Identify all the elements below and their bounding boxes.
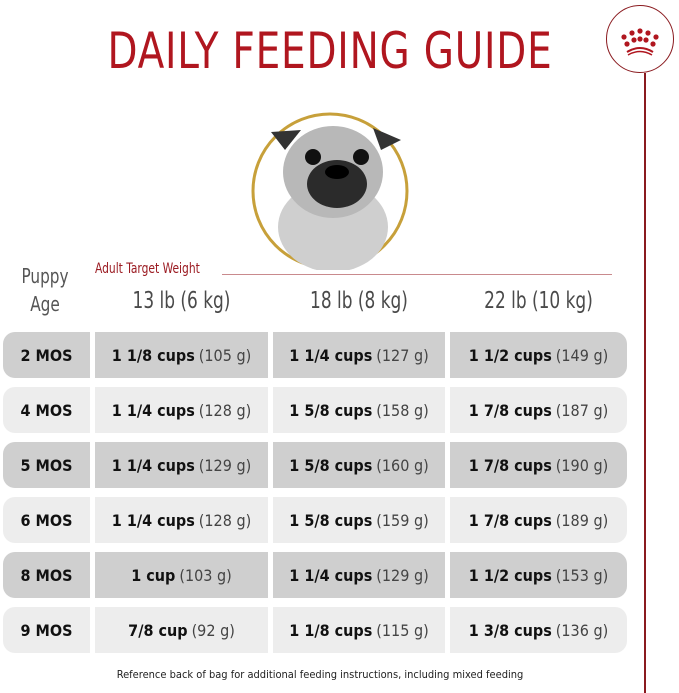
grams-amount: (128 g) [198, 400, 252, 420]
feeding-cell: 1 1/4 cups (128 g) [95, 387, 268, 433]
age-cell: 5 MOS [3, 442, 90, 488]
grams-amount: (158 g) [376, 400, 429, 420]
cups-amount: 1 1/8 cups [289, 620, 373, 640]
weight-header: 22 lb (10 kg) [484, 288, 593, 314]
page-title: DAILY FEEDING GUIDE [107, 22, 553, 80]
brand-logo [606, 5, 674, 73]
weight-header: 18 lb (8 kg) [310, 288, 408, 314]
feeding-cell: 1 cup (103 g) [95, 552, 268, 598]
feeding-cell: 7/8 cup (92 g) [95, 607, 268, 653]
feeding-cell: 1 1/2 cups (149 g) [450, 332, 627, 378]
age-cell: 2 MOS [3, 332, 90, 378]
feeding-cell: 1 7/8 cups (190 g) [450, 442, 627, 488]
cups-amount: 1 7/8 cups [468, 400, 552, 420]
feeding-cell: 1 1/4 cups (127 g) [273, 332, 445, 378]
cups-amount: 1 1/4 cups [289, 345, 373, 365]
cups-amount: 1 1/4 cups [111, 400, 195, 420]
crown-icon [621, 28, 659, 56]
grams-amount: (128 g) [198, 510, 252, 530]
cups-amount: 1 3/8 cups [468, 620, 552, 640]
grams-amount: (129 g) [198, 455, 252, 475]
age-cell: 9 MOS [3, 607, 90, 653]
age-cell: 4 MOS [3, 387, 90, 433]
cups-amount: 1 1/4 cups [111, 510, 195, 530]
grams-amount: (92 g) [191, 620, 235, 640]
weight-header: 13 lb (6 kg) [132, 288, 231, 314]
grams-amount: (129 g) [376, 565, 429, 585]
cups-amount: 7/8 cup [128, 620, 188, 640]
grams-amount: (190 g) [555, 455, 609, 475]
puppy-age-header: Puppy Age [21, 264, 69, 316]
cups-amount: 1 1/8 cups [111, 345, 195, 365]
cups-amount: 1 1/2 cups [468, 345, 552, 365]
divider [222, 274, 612, 275]
feeding-cell: 1 1/4 cups (128 g) [95, 497, 268, 543]
grams-amount: (159 g) [376, 510, 429, 530]
grams-amount: (149 g) [555, 345, 609, 365]
feeding-cell: 1 1/8 cups (105 g) [95, 332, 268, 378]
grams-amount: (189 g) [555, 510, 609, 530]
cups-amount: 1 5/8 cups [289, 400, 373, 420]
feeding-cell: 1 1/4 cups (129 g) [273, 552, 445, 598]
cups-amount: 1 5/8 cups [289, 510, 373, 530]
footer-note: Reference back of bag for additional fee… [116, 668, 524, 681]
grams-amount: (127 g) [376, 345, 429, 365]
cups-amount: 1 cup [131, 565, 176, 585]
cups-amount: 1 5/8 cups [289, 455, 373, 475]
grams-amount: (187 g) [555, 400, 609, 420]
cups-amount: 1 1/2 cups [468, 565, 552, 585]
grams-amount: (136 g) [555, 620, 609, 640]
adult-target-weight-label: Adult Target Weight [95, 261, 200, 277]
feeding-cell: 1 7/8 cups (189 g) [450, 497, 627, 543]
feeding-cell: 1 3/8 cups (136 g) [450, 607, 627, 653]
grams-amount: (103 g) [179, 565, 232, 585]
cups-amount: 1 1/4 cups [111, 455, 195, 475]
feeding-cell: 1 1/2 cups (153 g) [450, 552, 627, 598]
cups-amount: 1 7/8 cups [468, 510, 552, 530]
cups-amount: 1 7/8 cups [468, 455, 552, 475]
feeding-cell: 1 5/8 cups (160 g) [273, 442, 445, 488]
grams-amount: (115 g) [376, 620, 429, 640]
pug-puppy-image [251, 112, 409, 270]
feeding-cell: 1 1/8 cups (115 g) [273, 607, 445, 653]
age-cell: 8 MOS [3, 552, 90, 598]
grams-amount: (105 g) [198, 345, 252, 365]
cups-amount: 1 1/4 cups [289, 565, 373, 585]
age-cell: 6 MOS [3, 497, 90, 543]
brand-line [644, 73, 646, 693]
feeding-cell: 1 5/8 cups (158 g) [273, 387, 445, 433]
feeding-cell: 1 7/8 cups (187 g) [450, 387, 627, 433]
feeding-cell: 1 5/8 cups (159 g) [273, 497, 445, 543]
feeding-cell: 1 1/4 cups (129 g) [95, 442, 268, 488]
grams-amount: (153 g) [555, 565, 609, 585]
grams-amount: (160 g) [376, 455, 429, 475]
